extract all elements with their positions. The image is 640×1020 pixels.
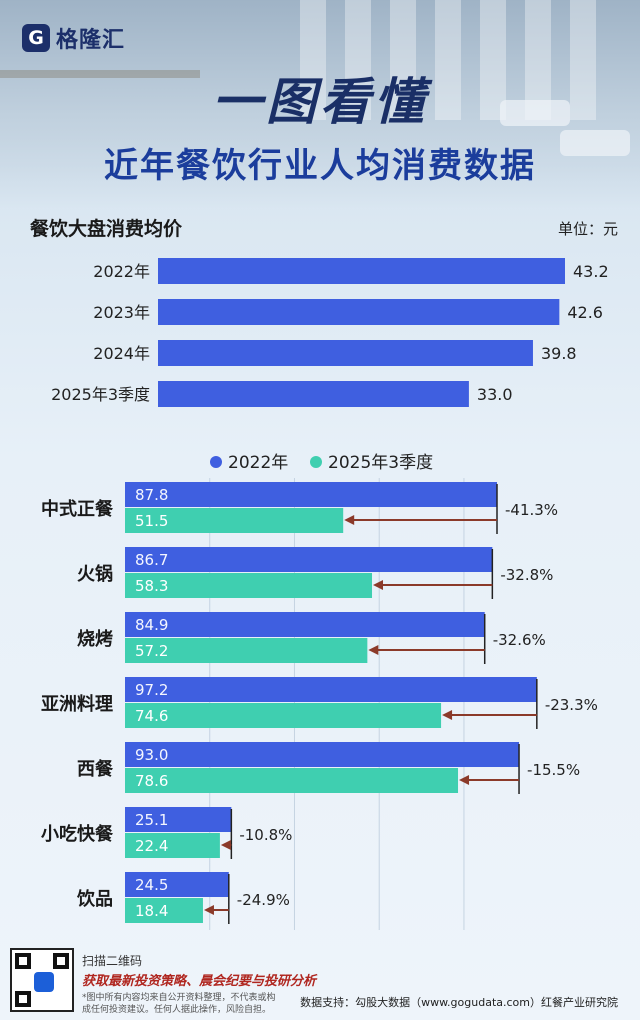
chart2-bar-2022	[125, 612, 485, 637]
chart2-arrow-head-icon	[442, 710, 453, 720]
chart2-category-label: 小吃快餐	[41, 823, 114, 845]
chart2-bar-2022	[125, 677, 537, 702]
chart2-change-label: -24.9%	[237, 891, 290, 909]
section1-title: 餐饮大盘消费均价	[30, 218, 183, 240]
chart2-value-label-2025q3: 74.6	[135, 707, 168, 725]
footer-slogan: 获取最新投资策略、晨会纪要与投研分析	[82, 974, 317, 989]
chart2-bar-2025q3	[125, 898, 203, 923]
chart2-bar-2022	[125, 872, 229, 897]
chart2-bar-2022	[125, 807, 232, 832]
chart2-bar-2025q3	[125, 638, 368, 663]
chart2-value-label-2025q3: 57.2	[135, 642, 168, 660]
chart2-arrow-head-icon	[373, 580, 384, 590]
chart1-value-label: 39.8	[541, 344, 577, 363]
chart1-value-label: 42.6	[567, 303, 603, 322]
chart2-arrow-head-icon	[344, 515, 355, 525]
legend-marker-2025q3	[310, 456, 322, 468]
footer: 扫描二维码 获取最新投资策略、晨会纪要与投研分析 *图中所有内容均来自公开资料整…	[0, 940, 640, 1020]
brand-logo: G 格隆汇	[22, 22, 125, 54]
chart2-category-label: 火锅	[77, 563, 113, 585]
chart2-bar-2022	[125, 482, 497, 507]
chart1-bar	[158, 299, 560, 325]
legend-marker-2022	[210, 456, 222, 468]
chart2-change-label: -41.3%	[505, 501, 558, 519]
chart2-bar-2025q3	[125, 768, 459, 793]
chart1-bar	[158, 258, 565, 284]
chart2-category-label: 中式正餐	[41, 498, 114, 520]
chart2-category-label: 饮品	[76, 888, 113, 910]
chart2-category-label: 亚洲料理	[41, 693, 113, 715]
chart2-change-label: -23.3%	[545, 696, 598, 714]
chart2-arrow-head-icon	[368, 645, 379, 655]
chart1-bar	[158, 381, 469, 407]
chart1-category-label: 2025年3季度	[51, 385, 150, 404]
chart2-bar-2022	[125, 547, 493, 572]
chart2-value-label-2025q3: 58.3	[135, 577, 168, 595]
chart2-category-label: 西餐	[77, 758, 114, 780]
qr-code-icon[interactable]	[10, 948, 74, 1012]
chart2-arrow-head-icon	[203, 905, 214, 915]
chart1-category-label: 2023年	[93, 303, 150, 322]
chart2-arrow-head-icon	[459, 775, 470, 785]
chart2-bar-2025q3	[125, 703, 442, 728]
chart1-value-label: 33.0	[477, 385, 513, 404]
legend-label-2022: 2022年	[228, 453, 288, 473]
chart2-change-label: -32.8%	[500, 566, 553, 584]
chart2-bar-2022	[125, 742, 520, 767]
chart2-value-label-2022: 87.8	[135, 486, 168, 504]
chart2-category-label: 烧烤	[77, 629, 113, 650]
unit-label: 单位：元	[557, 220, 618, 238]
legend-label-2025q3: 2025年3季度	[328, 453, 433, 473]
brand-logo-icon: G	[22, 24, 50, 52]
chart2-value-label-2022: 25.1	[135, 811, 168, 829]
chart2-value-label-2025q3: 78.6	[135, 772, 168, 790]
chart2-change-label: -15.5%	[527, 761, 580, 779]
chart2-bar-2025q3	[125, 833, 220, 858]
chart2-value-label-2022: 24.5	[135, 876, 168, 894]
chart1-value-label: 43.2	[573, 262, 609, 281]
chart2-bar-2025q3	[125, 508, 344, 533]
chart1-category-label: 2022年	[93, 262, 150, 281]
chart2-value-label-2022: 93.0	[135, 746, 168, 764]
chart2-value-label-2025q3: 22.4	[135, 837, 168, 855]
chart2-change-label: -32.6%	[493, 631, 546, 649]
chart2-value-label-2022: 86.7	[135, 551, 168, 569]
chart2-bar-2025q3	[125, 573, 373, 598]
chart2-change-label: -10.8%	[239, 826, 292, 844]
chart2-value-label-2022: 84.9	[135, 616, 168, 634]
chart2-arrow-head-icon	[220, 840, 231, 850]
header-photo-backdrop	[0, 0, 640, 210]
page-title: 一图看懂	[212, 73, 428, 131]
footer-scan-text: 扫描二维码	[82, 954, 143, 968]
chart1-bar	[158, 340, 533, 366]
page-subtitle: 近年餐饮行业人均消费数据	[104, 146, 536, 186]
chart-average-spend: 2022年 43.2 2023年 42.6 2024年 39.8 2025年3季度 33.0	[51, 258, 609, 407]
chart2-value-label-2022: 97.2	[135, 681, 168, 699]
chart2-value-label-2025q3: 18.4	[135, 902, 168, 920]
footer-data-source: 数据支持：勾股大数据（www.gogudata.com）红餐产业研究院	[300, 996, 618, 1009]
brand-name: 格隆汇	[56, 28, 126, 53]
footer-disclaimer: *图中所有内容均来自公开资料整理，不代表或构成任何投资建议。任何人据此操作，风险…	[82, 993, 276, 1015]
chart2-value-label-2025q3: 51.5	[135, 512, 168, 530]
chart1-category-label: 2024年	[93, 344, 150, 363]
